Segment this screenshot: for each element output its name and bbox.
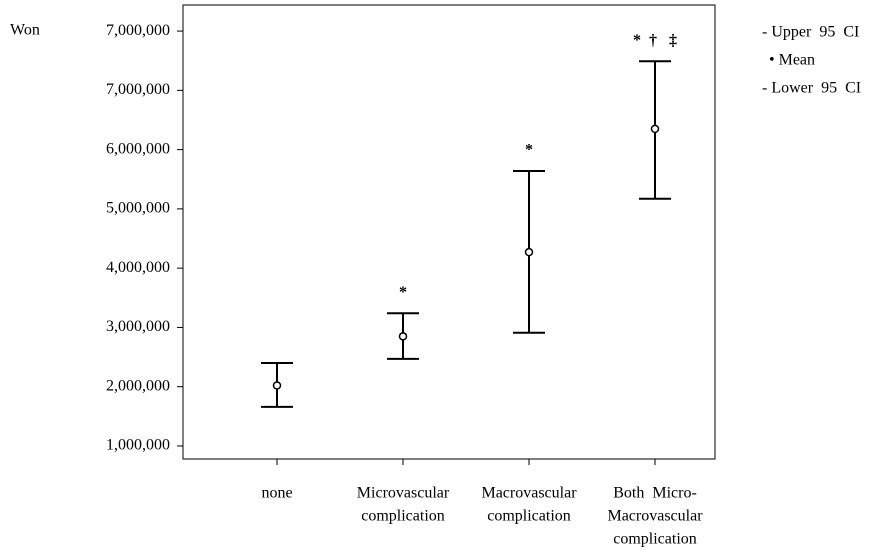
y-tick-label: 4,000,000: [106, 259, 170, 276]
plot-frame: [182, 4, 716, 460]
x-tick-label: Macrovascular: [481, 485, 577, 502]
annotation: *: [399, 284, 407, 301]
y-tick-label: 5,000,000: [106, 200, 170, 217]
y-tick-label: 6,000,000: [106, 140, 170, 157]
y-tick-label: 1,000,000: [106, 437, 170, 454]
y-tick-label: 7,000,000: [106, 22, 170, 39]
y-tick-label: 2,000,000: [106, 377, 170, 394]
legend-entry: - Upper 95 CI: [762, 24, 859, 41]
y-tick-label: 7,000,000: [106, 81, 170, 98]
y-axis-label: Won: [10, 22, 40, 39]
x-tick-label: complication: [613, 531, 697, 548]
annotation: *: [525, 142, 533, 159]
x-tick-label: complication: [487, 508, 571, 525]
x-tick-label: complication: [361, 508, 445, 525]
mean-marker: [398, 332, 408, 341]
x-tick-label: Both Micro-: [613, 485, 697, 502]
x-tick-label: none: [261, 485, 292, 502]
mean-marker: [650, 124, 660, 134]
x-tick-label: Microvascular: [357, 485, 450, 502]
mean-marker: [272, 381, 282, 390]
y-tick-label: 3,000,000: [106, 318, 170, 335]
legend-entry: - Lower 95 CI: [762, 80, 861, 97]
annotation: * † ‡: [633, 32, 677, 49]
mean-marker: [524, 247, 534, 257]
legend-entry: • Mean: [769, 52, 815, 69]
x-tick-label: Macrovascular: [607, 508, 703, 525]
